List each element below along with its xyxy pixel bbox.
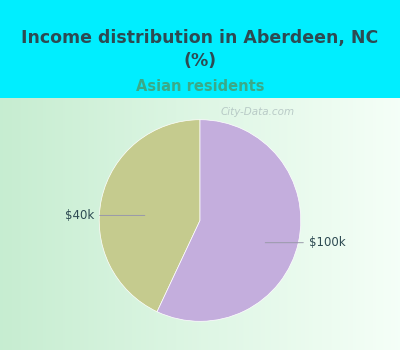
Wedge shape (99, 120, 200, 312)
Wedge shape (157, 120, 301, 321)
Text: Income distribution in Aberdeen, NC
(%): Income distribution in Aberdeen, NC (%) (21, 29, 379, 70)
Text: City-Data.com: City-Data.com (221, 107, 295, 117)
Text: $40k: $40k (65, 209, 145, 222)
Text: $100k: $100k (265, 236, 346, 249)
Text: Asian residents: Asian residents (136, 79, 264, 93)
